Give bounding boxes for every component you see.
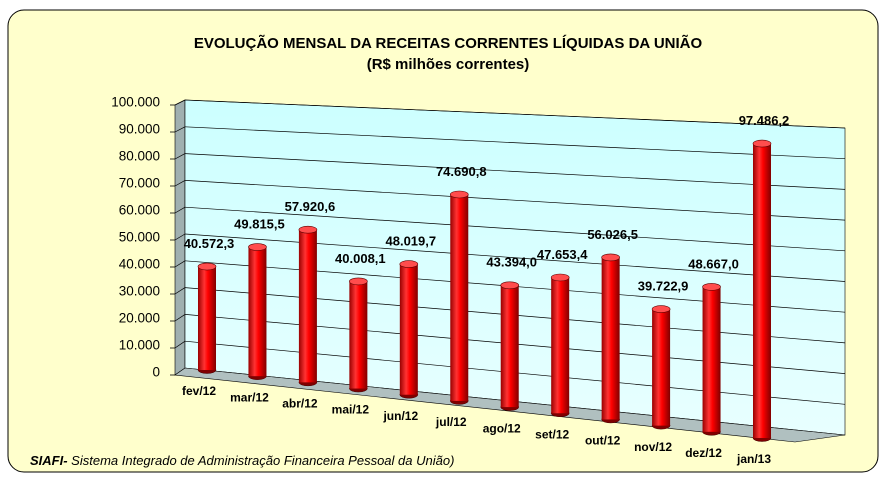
value-label: 47.653,4 — [537, 247, 588, 262]
grid-line-side — [174, 206, 186, 214]
bar-top — [550, 273, 570, 282]
bar — [753, 143, 771, 438]
value-label: 40.008,1 — [335, 251, 386, 266]
x-tick-label: jan/13 — [736, 452, 771, 466]
y-tick-label: 60.000 — [119, 203, 160, 218]
grid-line-side — [174, 260, 186, 268]
bar-top — [651, 305, 671, 313]
bar-top — [601, 253, 620, 262]
value-label: 48.019,7 — [386, 234, 437, 249]
grid-line — [184, 233, 846, 282]
bar — [198, 266, 216, 370]
bar-top — [197, 262, 217, 271]
value-label: 49.815,5 — [234, 216, 285, 231]
x-tick-label: jul/12 — [435, 415, 467, 429]
bar — [248, 247, 267, 377]
bar — [500, 285, 519, 408]
bar-top — [399, 260, 419, 268]
x-tick-label: mar/12 — [230, 390, 269, 404]
footer: SIAFI- Sistema Integrado de Administraçã… — [30, 453, 454, 468]
x-tick-label: mai/12 — [332, 403, 370, 417]
x-tick-label: set/12 — [535, 427, 569, 441]
y-tick-label: 100.000 — [111, 95, 160, 110]
grid-line-side — [174, 287, 186, 295]
bar — [702, 286, 721, 432]
grid-line-side — [174, 180, 186, 187]
grid-line-side — [174, 314, 186, 322]
bar-top — [298, 225, 318, 234]
x-tick-label: ago/12 — [483, 421, 521, 435]
y-tick-label: 50.000 — [119, 230, 160, 245]
y-tick-label: 20.000 — [119, 311, 160, 326]
bar-top — [248, 243, 267, 251]
grid-line — [184, 126, 846, 160]
y-tick-label: 30.000 — [119, 284, 160, 299]
bar — [652, 309, 671, 426]
y-tick-label: 70.000 — [119, 176, 160, 191]
bar-top — [500, 281, 520, 290]
chart-title: EVOLUÇÃO MENSAL DA RECEITAS CORRENTES LÍ… — [194, 34, 703, 52]
bar — [399, 264, 418, 395]
grid-line-side — [174, 340, 186, 349]
x-tick-label: out/12 — [585, 434, 621, 448]
grid-line — [184, 206, 846, 252]
chart-subtitle: (R$ milhões correntes) — [367, 56, 530, 73]
bar-top — [349, 277, 368, 286]
bar-top — [449, 190, 469, 199]
value-label: 74.690,8 — [436, 164, 487, 179]
value-label: 48.667,0 — [688, 256, 739, 271]
grid-line-side — [174, 99, 186, 106]
y-tick-label: 0 — [152, 365, 160, 380]
value-label: 43.394,0 — [486, 255, 537, 270]
footer-source: SIAFI- — [30, 453, 68, 468]
y-tick-label: 10.000 — [119, 338, 160, 353]
grid-line — [184, 153, 846, 190]
bar — [551, 277, 570, 414]
footer-text: Sistema Integrado de Administração Finan… — [68, 453, 455, 468]
grid-line-side — [174, 126, 186, 133]
grid-line-side — [174, 153, 186, 160]
x-tick-label: fev/12 — [182, 384, 216, 398]
y-tick-label: 80.000 — [119, 149, 160, 164]
grid-line — [184, 99, 846, 129]
y-tick-label: 90.000 — [119, 122, 160, 137]
bar-top — [702, 283, 721, 291]
x-tick-label: nov/12 — [634, 440, 672, 454]
bar-top — [752, 139, 772, 148]
bar — [601, 257, 620, 420]
plot: 0 10.000 20.000 30.000 40.000 50.000 60.000 70.… — [111, 95, 846, 466]
value-label: 97.486,2 — [739, 113, 790, 128]
value-label: 57.920,6 — [285, 199, 336, 214]
y-tick-label: 40.000 — [119, 257, 160, 272]
value-label: 39.722,9 — [638, 279, 689, 294]
grid-line-side — [174, 233, 186, 241]
x-tick-label: dez/12 — [685, 446, 722, 460]
bar — [298, 229, 317, 383]
x-tick-label: jun/12 — [382, 409, 418, 423]
value-label: 56.026,5 — [587, 227, 638, 242]
value-label: 40.572,3 — [184, 236, 235, 251]
bar — [450, 194, 469, 401]
grid-line — [184, 180, 846, 221]
bar — [349, 281, 368, 389]
x-tick-label: abr/12 — [282, 397, 318, 411]
